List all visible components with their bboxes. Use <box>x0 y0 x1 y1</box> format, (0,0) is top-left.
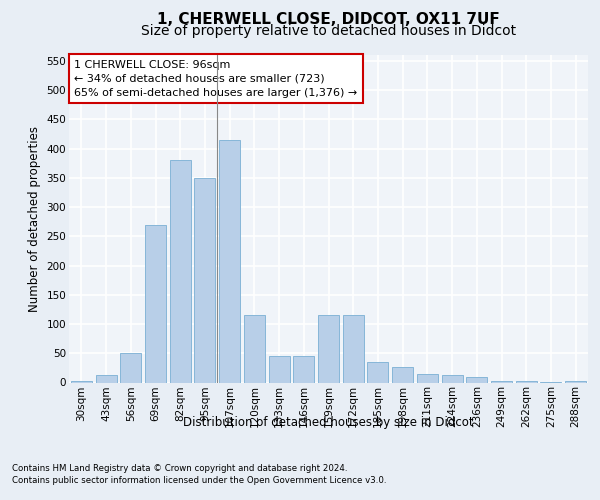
Bar <box>170 160 191 382</box>
Bar <box>343 315 364 382</box>
Text: Size of property relative to detached houses in Didcot: Size of property relative to detached ho… <box>141 24 517 38</box>
Bar <box>367 362 388 382</box>
Text: Contains public sector information licensed under the Open Government Licence v3: Contains public sector information licen… <box>12 476 386 485</box>
Bar <box>318 315 339 382</box>
Bar <box>269 356 290 382</box>
Bar <box>466 376 487 382</box>
Bar <box>71 380 92 382</box>
Bar <box>120 354 141 382</box>
Bar <box>244 315 265 382</box>
Bar <box>417 374 438 382</box>
Bar <box>442 375 463 382</box>
Bar <box>194 178 215 382</box>
Text: Contains HM Land Registry data © Crown copyright and database right 2024.: Contains HM Land Registry data © Crown c… <box>12 464 347 473</box>
Bar <box>219 140 240 382</box>
Bar <box>491 380 512 382</box>
Bar <box>145 224 166 382</box>
Y-axis label: Number of detached properties: Number of detached properties <box>28 126 41 312</box>
Bar <box>293 356 314 382</box>
Bar <box>565 380 586 382</box>
Bar <box>95 375 116 382</box>
Bar <box>392 366 413 382</box>
Text: 1 CHERWELL CLOSE: 96sqm
← 34% of detached houses are smaller (723)
65% of semi-d: 1 CHERWELL CLOSE: 96sqm ← 34% of detache… <box>74 60 358 98</box>
Text: 1, CHERWELL CLOSE, DIDCOT, OX11 7UF: 1, CHERWELL CLOSE, DIDCOT, OX11 7UF <box>157 12 500 28</box>
Text: Distribution of detached houses by size in Didcot: Distribution of detached houses by size … <box>184 416 474 429</box>
